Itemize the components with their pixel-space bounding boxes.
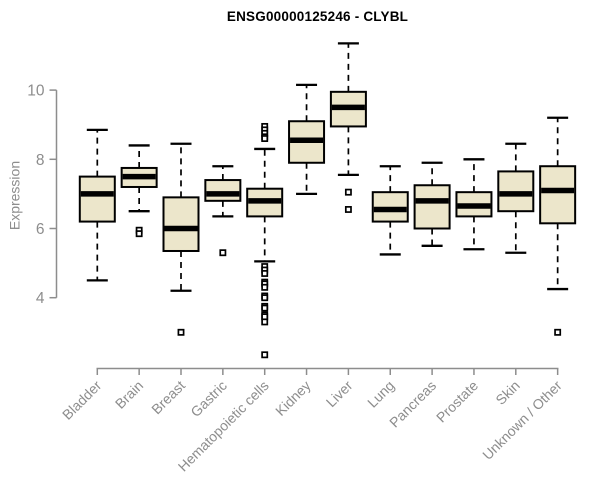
outlier-point-hematopoietic-cells <box>261 283 269 291</box>
outlier-point-liver <box>344 188 352 196</box>
outlier-point-liver <box>344 206 352 213</box>
x-tick-label-unknown-other: Unknown / Other <box>479 377 565 463</box>
x-tick-label-skin: Skin <box>492 377 523 408</box>
outlier-point-hematopoietic-cells <box>261 318 269 326</box>
chart-title: ENSG00000125246 - CLYBL <box>226 9 409 24</box>
outlier-point-hematopoietic-cells <box>261 135 269 142</box>
outlier-point-unknown-other <box>554 328 562 336</box>
x-tick-label-kidney: Kidney <box>272 377 314 419</box>
box-bladder <box>78 175 116 223</box>
x-tick-label-prostate: Prostate <box>433 377 481 425</box>
box-gastric <box>204 179 242 202</box>
y-tick-label: 4 <box>36 290 45 307</box>
x-tick-label-bladder: Bladder <box>59 377 105 423</box>
outlier-point-brain <box>135 230 143 238</box>
outlier-point-hematopoietic-cells <box>261 351 269 359</box>
y-tick-label: 8 <box>36 152 45 169</box>
y-tick-label: 6 <box>36 221 45 238</box>
box-unknown-other <box>539 165 577 225</box>
x-tick-label-lung: Lung <box>364 377 397 410</box>
y-tick-label: 10 <box>27 83 45 100</box>
x-tick-label-brain: Brain <box>112 377 146 411</box>
outlier-point-hematopoietic-cells <box>261 304 269 312</box>
outlier-point-gastric <box>219 249 227 257</box>
x-tick-label-breast: Breast <box>148 377 188 417</box>
x-tick-label-pancreas: Pancreas <box>386 377 439 430</box>
outlier-point-hematopoietic-cells <box>261 270 269 277</box>
outlier-point-hematopoietic-cells <box>261 294 269 302</box>
x-tick-label-liver: Liver <box>323 377 356 410</box>
box-pancreas <box>413 184 451 230</box>
outlier-point-breast <box>177 328 185 336</box>
box-breast <box>162 196 200 252</box>
